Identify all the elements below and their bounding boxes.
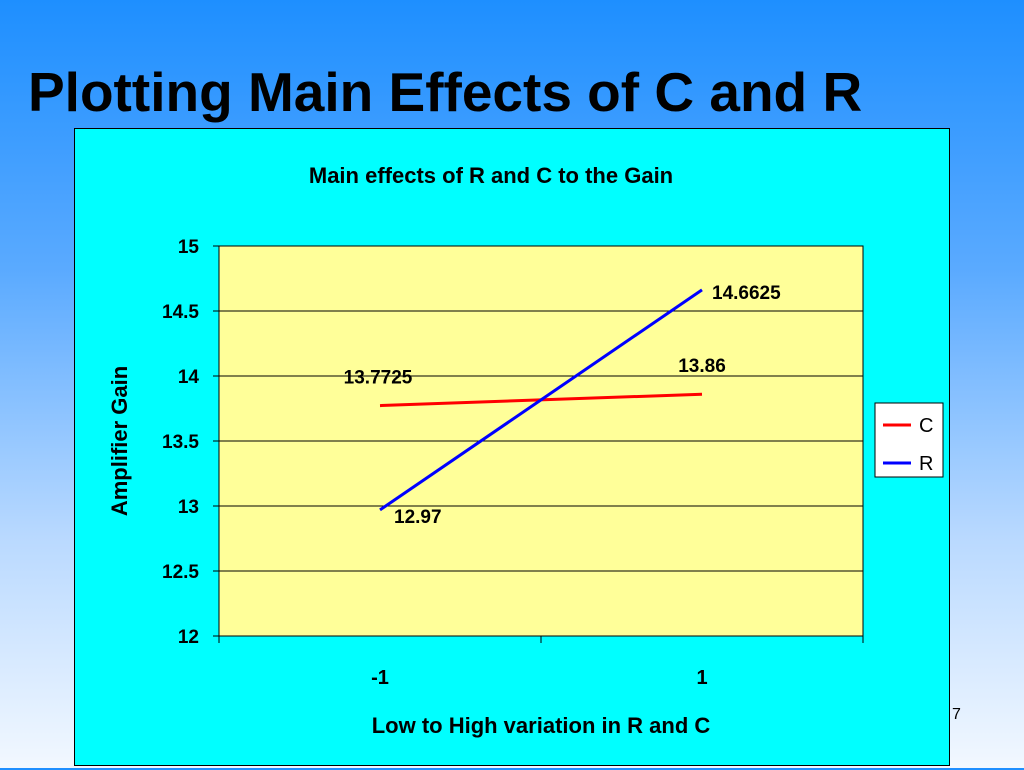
- x-axis: -1 1: [218, 635, 864, 689]
- legend-label: R: [919, 453, 933, 475]
- y-tick-label: 15: [178, 237, 200, 258]
- y-tick-label: 14: [178, 367, 200, 388]
- y-tick-label: 13.5: [162, 432, 199, 453]
- x-axis-title: Low to High variation in R and C: [372, 713, 711, 738]
- slide-title: Plotting Main Effects of C and R: [28, 61, 863, 123]
- data-labels: 13.7725 13.86 12.97 14.6625: [344, 283, 781, 528]
- main-effects-chart: Main effects of R and C to the Gain 1212…: [107, 163, 944, 738]
- y-axis: 12 12.5 13 13.5 14 14.5 15: [162, 237, 219, 648]
- y-tick-label: 12.5: [162, 562, 199, 583]
- grid-lines: [219, 245, 863, 572]
- series-lines: [379, 288, 703, 512]
- y-axis-title: Amplifier Gain: [107, 366, 132, 516]
- chart-title: Main effects of R and C to the Gain: [309, 163, 673, 188]
- y-tick-label: 14.5: [162, 302, 199, 323]
- data-label: 13.7725: [344, 368, 413, 389]
- x-tick-label: 1: [696, 667, 707, 689]
- x-tick-label: -1: [371, 667, 389, 689]
- legend-label: C: [919, 415, 933, 437]
- data-label: 14.6625: [712, 283, 781, 304]
- y-tick-label: 12: [178, 627, 199, 648]
- series-line-r: [379, 288, 703, 512]
- legend: CR: [874, 402, 944, 478]
- data-label: 13.86: [678, 356, 726, 377]
- page-number: 7: [952, 706, 961, 723]
- y-tick-label: 13: [178, 497, 199, 518]
- data-label: 12.97: [394, 507, 442, 528]
- chart-container: Main effects of R and C to the Gain 12 12…: [74, 128, 950, 766]
- legend-items: CR: [883, 415, 933, 475]
- legend-box: [874, 402, 944, 478]
